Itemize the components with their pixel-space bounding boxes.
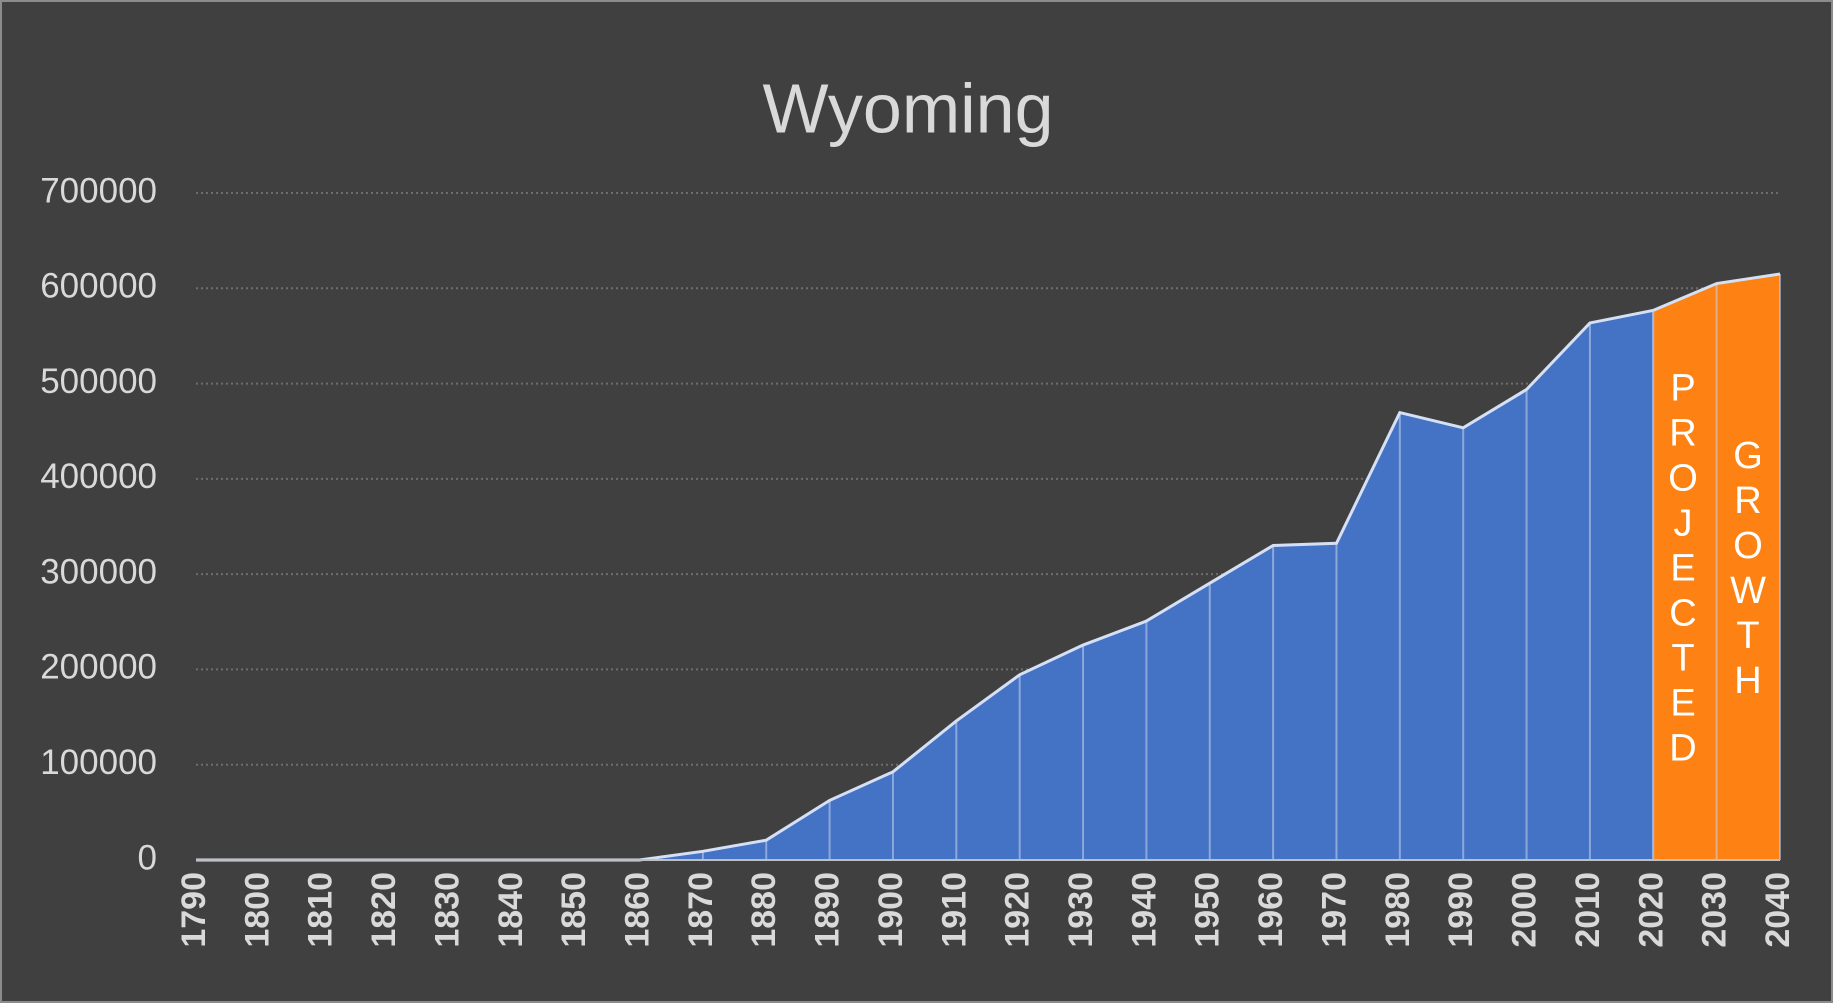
x-tick-label: 1850 <box>555 872 593 948</box>
y-tick-label: 0 <box>138 838 157 877</box>
x-tick-label: 2020 <box>1632 872 1670 948</box>
y-tick-label: 200000 <box>40 648 157 687</box>
annotation: GROWTH <box>1727 435 1769 705</box>
x-tick-label: 1970 <box>1315 872 1353 948</box>
x-tick-label: 1930 <box>1062 872 1100 948</box>
x-tick-label: 1900 <box>872 872 910 948</box>
x-tick-label: 1830 <box>428 872 466 948</box>
x-tick-label: 1990 <box>1442 872 1480 948</box>
x-tick-label: 2030 <box>1696 872 1734 948</box>
y-tick-label: 700000 <box>40 171 157 210</box>
x-tick-label: 1890 <box>809 872 847 948</box>
y-tick-label: 300000 <box>40 552 157 591</box>
x-tick-label: 1800 <box>238 872 276 948</box>
x-tick-label: 1810 <box>302 872 340 948</box>
x-tick-label: 1860 <box>619 872 657 948</box>
x-tick-label: 1910 <box>935 872 973 948</box>
x-tick-label: 1950 <box>1189 872 1227 948</box>
area-outline <box>1652 272 1781 312</box>
x-tick-label: 2000 <box>1506 872 1544 948</box>
x-tick-label: 1940 <box>1125 872 1163 948</box>
area <box>196 310 1654 861</box>
x-tick-label: 1790 <box>175 872 213 948</box>
y-tick-label: 600000 <box>40 267 157 306</box>
x-tick-label: 1820 <box>365 872 403 948</box>
x-tick-label: 1980 <box>1379 872 1417 948</box>
x-tick-label: 1920 <box>999 872 1037 948</box>
x-tick-label: 1870 <box>682 872 720 948</box>
x-tick-label: 1960 <box>1252 872 1290 948</box>
annotation: PROJECTED <box>1662 368 1704 773</box>
x-tick-label: 1880 <box>745 872 783 948</box>
x-tick-label: 1840 <box>492 872 530 948</box>
y-tick-label: 400000 <box>40 457 157 496</box>
x-tick-label: 2010 <box>1569 872 1607 948</box>
y-tick-label: 100000 <box>40 743 157 782</box>
x-tick-label: 2040 <box>1759 872 1797 948</box>
chart-title: Wyoming <box>762 69 1053 147</box>
y-tick-label: 500000 <box>40 362 157 401</box>
